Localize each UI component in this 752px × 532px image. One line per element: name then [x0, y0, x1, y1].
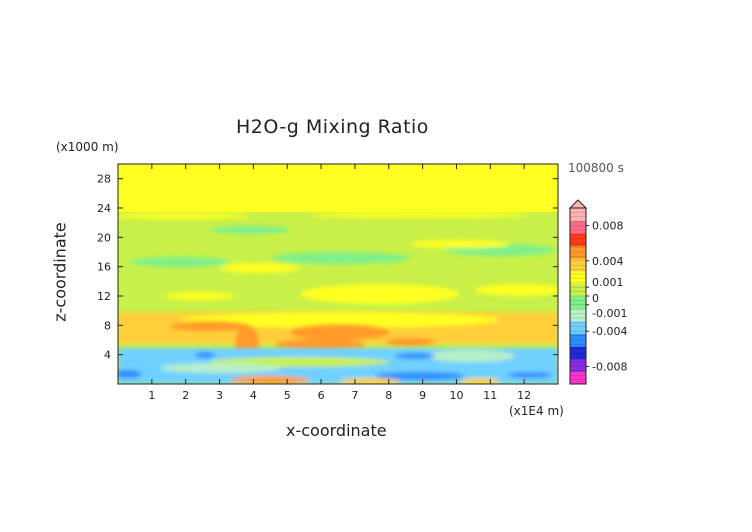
colorbar-tick-label: 0 [592, 292, 599, 305]
y-tick-label: 8 [104, 319, 111, 332]
y-axis-unit: (x1000 m) [56, 140, 119, 154]
colorbar-swatch [570, 346, 586, 360]
colorbar-tick-label: -0.001 [592, 307, 627, 320]
plot-frame [117, 163, 559, 385]
x-tick-label: 9 [419, 389, 426, 402]
colorbar-swatch [570, 208, 586, 222]
colorbar-swatch [570, 270, 586, 284]
colorbar-swatch [570, 371, 586, 385]
x-tick-label: 6 [318, 389, 325, 402]
y-tick-label: 4 [104, 349, 111, 362]
x-axis-unit: (x1E4 m) [509, 404, 564, 418]
colorbar-extend-arrow [568, 199, 588, 209]
colorbar-tick-label: 0.008 [592, 220, 624, 233]
x-axis-label: x-coordinate [286, 421, 387, 440]
y-tick-label: 12 [97, 290, 111, 303]
x-tick-label: 5 [284, 389, 291, 402]
x-tick-label: 11 [483, 389, 497, 402]
colorbar-tick-label: 0.001 [592, 276, 624, 289]
x-tick-label: 7 [351, 389, 358, 402]
x-tick-label: 12 [517, 389, 531, 402]
colorbar-swatch [570, 333, 586, 347]
x-tick-label: 3 [216, 389, 223, 402]
y-tick-label: 24 [97, 202, 111, 215]
colorbar-swatch [570, 308, 586, 322]
x-tick-label: 10 [449, 389, 463, 402]
colorbar-swatch [570, 258, 586, 272]
y-tick-label: 20 [97, 231, 111, 244]
colorbar-swatch [570, 233, 586, 247]
x-tick-label: 2 [182, 389, 189, 402]
colorbar-swatch [570, 296, 586, 310]
colorbar-swatch [570, 321, 586, 335]
colorbar-tick-label: -0.008 [592, 360, 627, 373]
time-label: 100800 s [568, 161, 624, 175]
x-tick-label: 4 [250, 389, 257, 402]
colorbar-swatch [570, 245, 586, 259]
colorbar-tick-label: -0.004 [592, 325, 627, 338]
x-tick-label: 1 [148, 389, 155, 402]
chart-title: H2O-g Mixing Ratio [236, 116, 429, 138]
y-tick-label: 16 [97, 261, 111, 274]
x-tick-label: 8 [385, 389, 392, 402]
heatmap-field [118, 164, 558, 384]
colorbar-swatch [570, 283, 586, 297]
colorbar-tick-label: 0.004 [592, 255, 624, 268]
y-tick-label: 28 [97, 173, 111, 186]
colorbar-swatch [570, 220, 586, 234]
colorbar: 0.008 0.004 0.001 0 -0.001 -0.004 -0.008 [568, 199, 627, 385]
colorbar-swatch [570, 358, 586, 372]
region-cyan [118, 348, 558, 384]
